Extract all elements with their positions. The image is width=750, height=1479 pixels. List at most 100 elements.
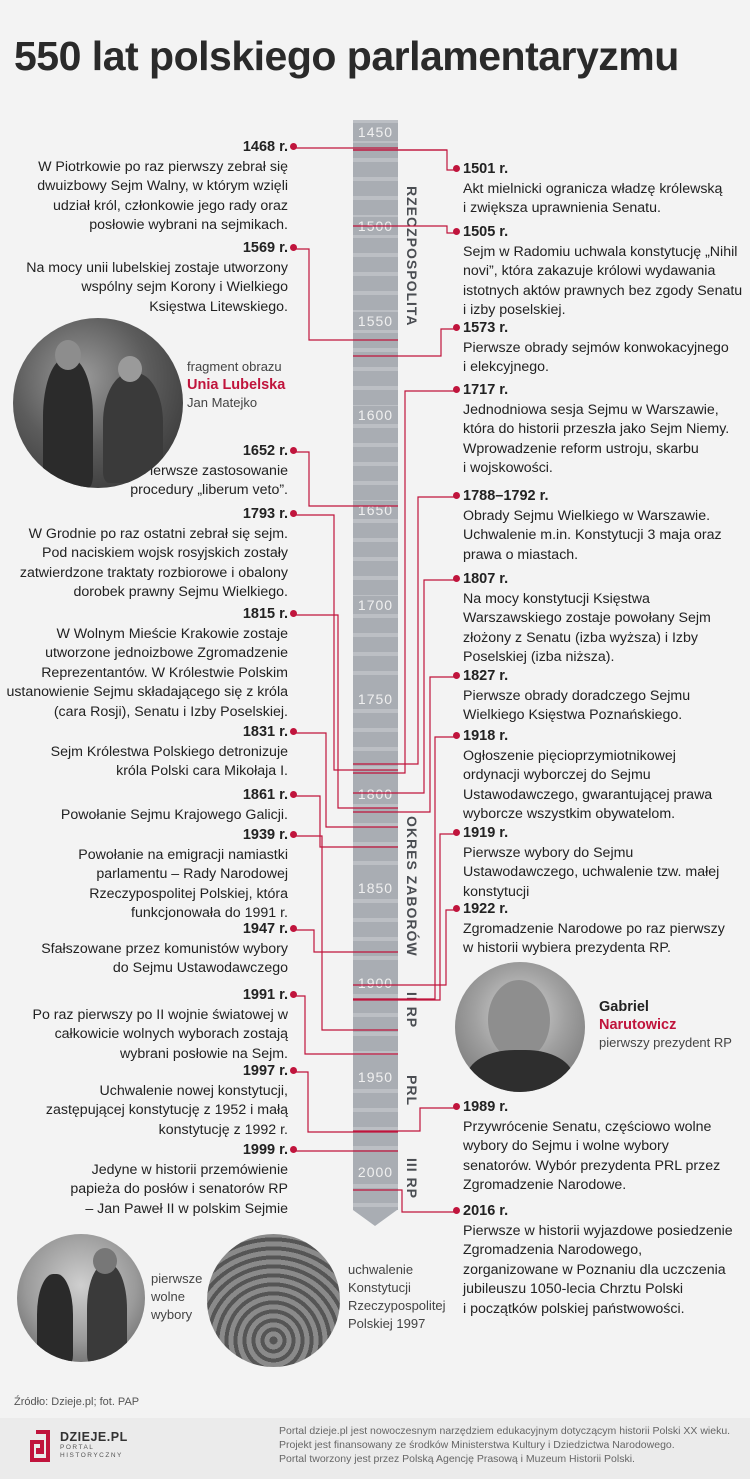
event-text-line: posłowie wybrani na sejmikach. [89, 217, 288, 233]
event-text-line: w historii wybiera prezydenta RP. [463, 940, 671, 956]
event-year: 1468 r. [242, 139, 288, 155]
event-text-line: jubileuszu 1050-lecia Chrztu Polski [463, 1281, 684, 1297]
timeline-event: 1717 r. Jednodniowa sesja Sejmu w Warszaw… [463, 381, 729, 479]
event-marker-dot [453, 1103, 460, 1110]
event-text-line: Pierwsze obrady doradczego Sejmu [463, 687, 691, 704]
event-text-line: i izby poselskiej. [463, 302, 566, 318]
period-iiirp: III RP [404, 1158, 420, 1200]
event-text-line: papieża do posłów i senatorów RP [70, 1181, 288, 1197]
event-text-line: Zgromadzenie Narodowe po raz pierwszy [463, 920, 725, 937]
event-text-line: i elekcyjnego. [463, 359, 549, 375]
caption-line: Polskiej 1997 [348, 1316, 426, 1331]
matejko-caption: fragment obrazu Unia Lubelska Jan Matejk… [187, 358, 285, 412]
event-text-line: novi”, która zakazuje królowi wydawania [463, 263, 716, 279]
event-text-line: zatwierdzone traktaty rozbiorowe i obalo… [19, 564, 288, 581]
event-text-line: Zgromadzenia Narodowego, [463, 1242, 643, 1258]
event-year: 1569 r. [242, 240, 288, 256]
year-label: 2000 [353, 1163, 398, 1181]
event-year: 1807 r. [463, 571, 509, 587]
event-marker-dot [453, 829, 460, 836]
timeline-event: 1918 r. Ogłoszenie pięcioprzymiotnikowej o… [463, 727, 712, 825]
event-text-line: wybrani posłowie na Sejm. [120, 1045, 288, 1062]
caption-line: uchwalenie [348, 1262, 414, 1277]
event-year: 1989 r. [463, 1099, 509, 1115]
period-rzeczpospolita: RZECZPOSPOLITA [404, 186, 420, 327]
timeline-event: 1569 r. Na mocy unii lubelskiej zostaje u… [26, 239, 288, 317]
footer-line: Projekt jest finansowany ze środków Mini… [279, 1439, 675, 1451]
event-year: 1922 r. [463, 901, 509, 917]
event-text-line: istotnych aktów prawnych bez zgody Senat… [463, 282, 743, 299]
event-text-line: konstytucję z 1992 r. [158, 1121, 288, 1138]
event-text-line: Poselskiej (izba niższa). [463, 649, 615, 665]
caption-line: Rzeczypospolitej [348, 1298, 446, 1313]
event-text-line: złożony z Senatu (izba wyższa) i Izby [463, 629, 698, 646]
event-text-line: funkcjonowała do 1991 r. [131, 905, 288, 921]
timeline-event: 1999 r. Jedyne w historii przemówienie pap… [70, 1141, 288, 1219]
year-label: 1550 [353, 312, 398, 330]
period-zabory: OKRES ZABORÓW [404, 816, 420, 957]
caption-author: Jan Matejko [187, 395, 258, 410]
event-text-line: W Wolnym Mieście Krakowie zostaje [56, 625, 288, 642]
timeline-event: 1997 r. Uchwalenie nowej konstytucji, zast… [46, 1062, 288, 1140]
footer-line: Portal tworzony jest przez Polską Agencj… [279, 1453, 635, 1465]
event-text-line: wyborcze wszystkim obywatelom. [463, 806, 676, 822]
timeline-event: 1788–1792 r. Obrady Sejmu Wielkiego w War… [463, 487, 722, 565]
event-marker-dot [290, 510, 297, 517]
year-label: 1850 [353, 879, 398, 897]
event-text-line: Ustawodawczego, uchwalenie tzw. małej [463, 864, 720, 880]
event-text-line: konstytucji [463, 883, 530, 900]
caption-role: pierwszy prezydent RP [599, 1035, 732, 1050]
year-label: 1750 [353, 690, 398, 708]
event-text-line: Powołanie na emigracji namiastki [78, 846, 288, 863]
event-marker-dot [290, 831, 297, 838]
event-marker-dot [290, 925, 297, 932]
event-year: 1573 r. [463, 320, 509, 336]
event-year: 1919 r. [463, 825, 509, 841]
event-marker-dot [453, 672, 460, 679]
period-iirp: II RP [404, 992, 420, 1029]
timeline-event: 1922 r. Zgromadzenie Narodowe po raz pier… [463, 900, 725, 959]
event-text-line: ustanowienie Sejmu składającego się z kr… [6, 684, 288, 700]
event-text-line: Uchwalenie nowej konstytucji, [99, 1082, 288, 1099]
footer-note: Portal dzieje.pl jest nowoczesnym narzęd… [279, 1424, 739, 1466]
timeline-bar [353, 120, 398, 1210]
year-label: 1450 [353, 123, 398, 141]
event-year: 2016 r. [463, 1203, 509, 1219]
event-text-line: Księstwa Litewskiego. [149, 298, 288, 315]
dzieje-logo[interactable]: DZIEJE.PL PORTAL HISTORYCZNY [60, 1430, 128, 1460]
event-marker-dot [453, 492, 460, 499]
event-year: 1861 r. [242, 787, 288, 803]
footer-line: Portal dzieje.pl jest nowoczesnym narzęd… [279, 1425, 731, 1437]
event-text-line: dorobek prawny Sejmu Wielkiego. [73, 584, 289, 600]
event-text-line: Sejm w Radomiu uchwala konstytucję „Nihi… [463, 243, 738, 260]
event-text-line: – Jan Paweł II w polskim Sejmie [85, 1200, 288, 1217]
timeline-event: 1827 r. Pierwsze obrady doradczego Sejmu W… [463, 667, 690, 726]
event-year: 1717 r. [463, 382, 509, 398]
event-text-line: dwuizbowy Sejm Walny, w którym wzięli [37, 178, 288, 194]
year-label: 1950 [353, 1068, 398, 1086]
event-year: 1947 r. [242, 921, 288, 937]
event-marker-dot [453, 165, 460, 172]
event-text-line: Ogłoszenie pięcioprzymiotnikowej [463, 747, 676, 764]
period-prl: PRL [404, 1075, 420, 1106]
source-note: Źródło: Dzieje.pl; fot. PAP [14, 1396, 140, 1408]
event-text-line: do Sejmu Ustawodawczego [112, 960, 288, 976]
timeline-event: 1505 r. Sejm w Radomiu uchwala konstytucj… [463, 223, 742, 321]
year-label: 1600 [353, 406, 398, 424]
year-label: 1900 [353, 974, 398, 992]
event-marker-dot [453, 324, 460, 331]
event-text-line: całkowicie wolnych wyborach zostają [54, 1026, 288, 1042]
free-election-photo [17, 1234, 145, 1362]
timeline-event: 1947 r. Sfałszowane przez komunistów wybo… [41, 920, 288, 979]
timeline-event: 1991 r. Po raz pierwszy po II wojnie świa… [33, 986, 288, 1064]
event-text-line: i wojskowości. [463, 460, 553, 476]
event-marker-dot [290, 728, 297, 735]
event-marker-dot [290, 791, 297, 798]
caption-line: pierwsze [151, 1271, 203, 1286]
timeline-event: 1815 r. W Wolnym Mieście Krakowie zostaje… [6, 605, 288, 722]
event-text-line: utworzone jednoizbowe Zgromadzenie [45, 645, 288, 661]
constitution-caption: uchwalenie Konstytucji Rzeczypospolitej … [348, 1261, 446, 1333]
event-text-line: W Piotrkowie po raz pierwszy zebrał się [38, 158, 288, 175]
event-text-line: Sfałszowane przez komunistów wybory [41, 940, 288, 957]
